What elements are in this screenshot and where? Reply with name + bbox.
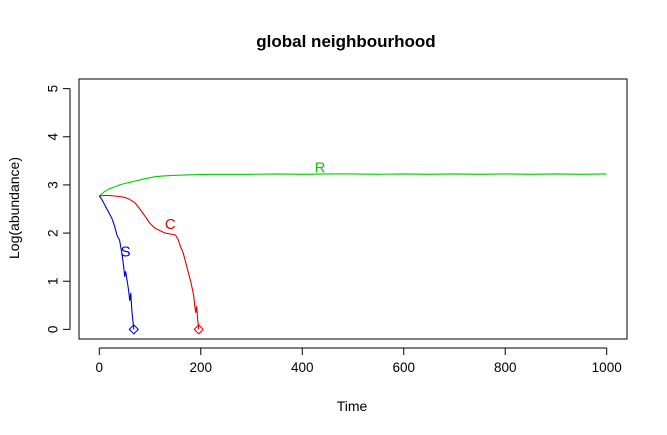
series-line-C	[99, 194, 200, 330]
y-axis-label: Log(abundance)	[6, 157, 22, 259]
series-label-R: R	[315, 160, 326, 177]
chart-title: global neighbourhood	[256, 32, 435, 51]
x-tick-label: 400	[291, 360, 314, 375]
y-tick-label: 4	[46, 133, 61, 141]
series-layer: R C S	[98, 160, 607, 335]
end-marker-C	[193, 324, 204, 335]
end-marker-S	[128, 324, 140, 335]
x-tick-label: 0	[96, 360, 104, 375]
y-tick-label: 1	[46, 277, 61, 285]
y-tick-label: 0	[46, 326, 61, 334]
plot-frame	[78, 78, 628, 340]
series-line-S	[98, 195, 135, 330]
series-label-S: S	[121, 243, 131, 260]
y-tick-label: 2	[46, 229, 61, 237]
x-axis-label: Time	[337, 398, 368, 414]
x-axis: 0 200 400 600 800 1000	[96, 347, 622, 375]
series-label-C: C	[165, 216, 176, 233]
x-tick-label: 1000	[592, 360, 622, 375]
series-line-R	[98, 173, 607, 197]
x-tick-label: 800	[494, 360, 517, 375]
x-tick-label: 600	[392, 360, 415, 375]
y-tick-label: 3	[46, 181, 61, 189]
x-tick-label: 200	[190, 360, 213, 375]
y-axis: 0 1 2 3 4 5	[46, 85, 71, 334]
y-tick-label: 5	[46, 85, 61, 93]
